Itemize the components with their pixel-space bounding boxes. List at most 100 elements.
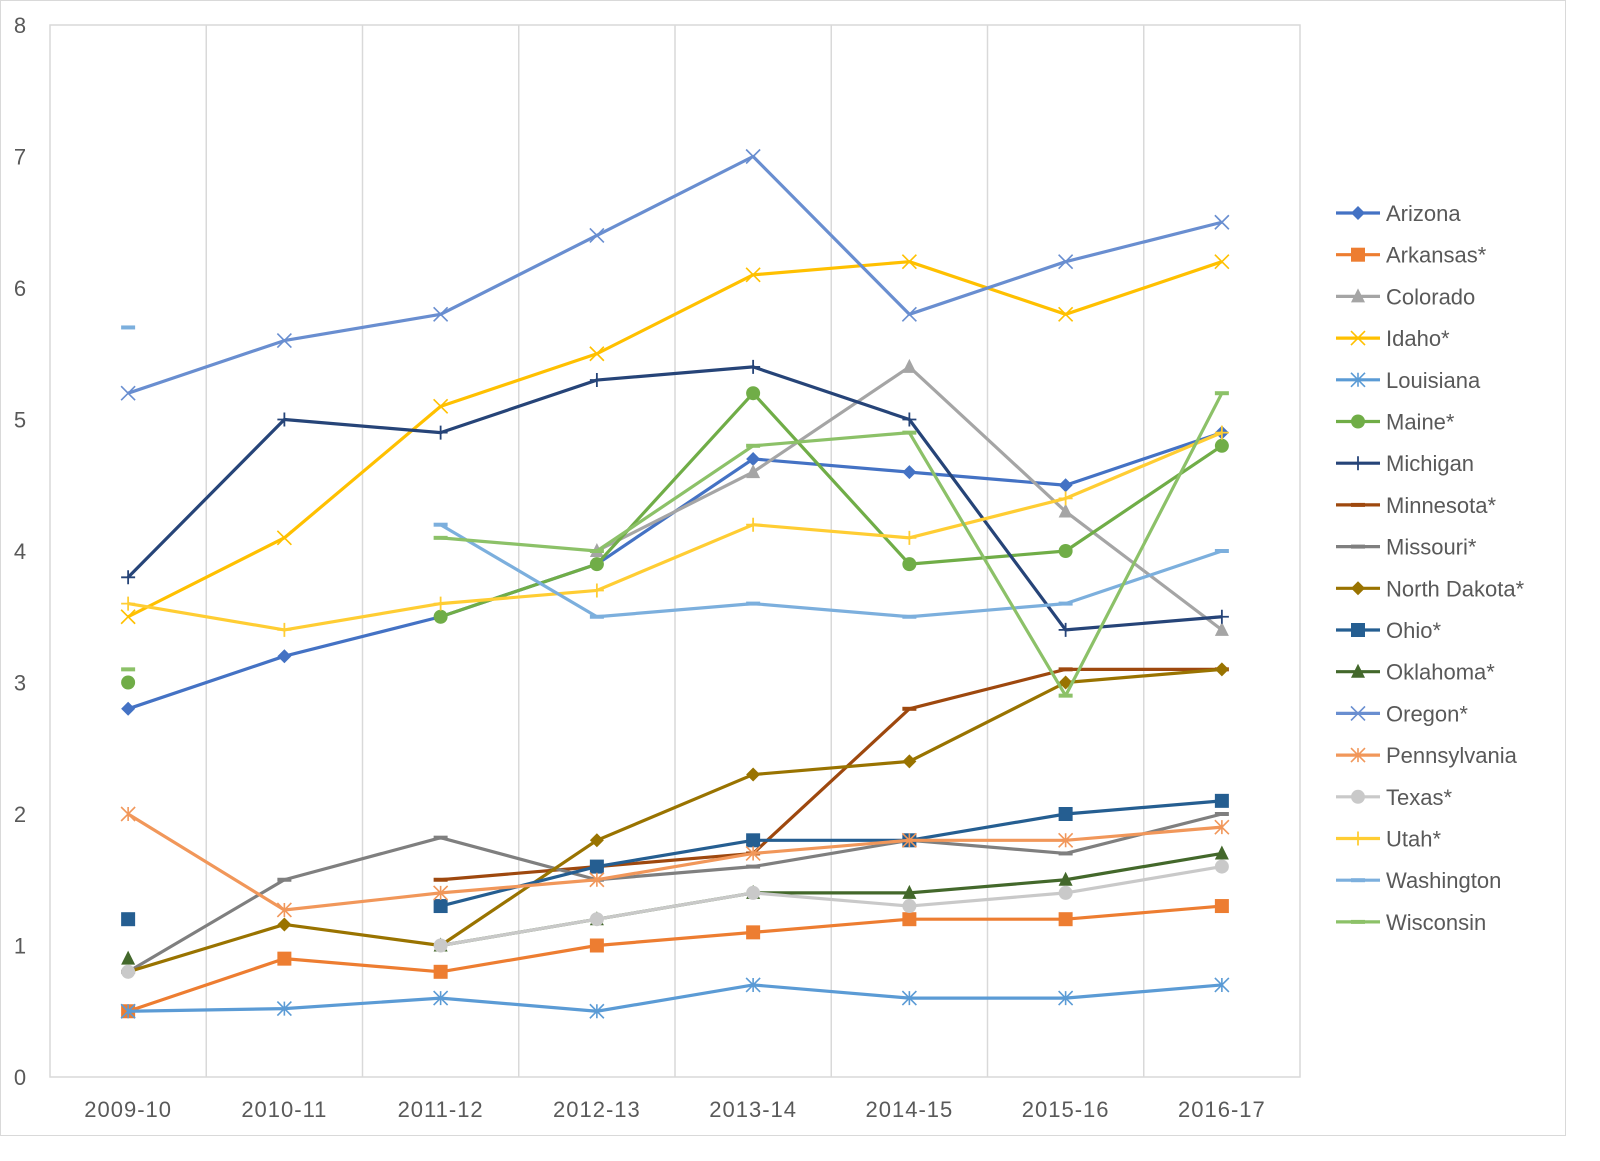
data-point-oklahoma	[121, 950, 136, 965]
series-line-colorado	[596, 365, 1223, 632]
legend-label-idaho: Idaho*	[1386, 326, 1450, 351]
data-point-maine	[1214, 438, 1229, 453]
data-point-oklahoma	[1058, 871, 1073, 886]
data-point-ohio	[746, 833, 761, 848]
series-line-louisiana	[128, 983, 1223, 1013]
legend-marker-utah	[1351, 831, 1365, 846]
data-point-ohio	[1058, 807, 1073, 821]
legend-label-utah: Utah*	[1386, 827, 1441, 852]
data-point-idaho	[1214, 254, 1230, 270]
data-point-ohio	[433, 899, 448, 914]
data-point-maine	[589, 557, 604, 572]
x-tick-label: 2012-13	[553, 1097, 641, 1122]
data-point-utah	[1214, 425, 1229, 440]
legend-label-oregon: Oregon*	[1386, 701, 1468, 726]
data-point-pennsylvania	[589, 872, 605, 888]
series-line-idaho	[127, 260, 1223, 619]
data-point-oregon	[901, 306, 917, 322]
data-point-arkansas	[746, 925, 761, 940]
legend-label-texas: Texas*	[1386, 785, 1452, 810]
data-point-north-dakota	[902, 754, 917, 769]
data-point-louisiana	[901, 990, 917, 1006]
x-tick-label: 2016-17	[1178, 1097, 1266, 1122]
legend-label-north-dakota: North Dakota*	[1386, 576, 1525, 601]
y-tick-label: 2	[14, 802, 26, 827]
series-line-minnesota	[440, 667, 1222, 882]
series-line-michigan	[126, 365, 1223, 632]
x-tick-label: 2011-12	[398, 1097, 484, 1122]
data-point-maine	[1058, 544, 1073, 558]
legend-label-louisiana: Louisiana	[1386, 368, 1481, 393]
legend-marker-idaho	[1350, 330, 1366, 346]
data-point-michigan	[277, 412, 292, 427]
legend-label-oklahoma: Oklahoma*	[1386, 660, 1495, 685]
y-tick-label: 0	[14, 1065, 26, 1090]
data-point-colorado	[746, 464, 761, 479]
data-point-arizona	[121, 701, 136, 716]
series-line-texas	[440, 865, 1223, 948]
chart-frame	[0, 0, 1566, 1136]
data-point-north-dakota	[746, 767, 761, 782]
data-point-michigan	[1058, 622, 1073, 637]
legend-marker-colorado	[1351, 288, 1365, 303]
data-point-arizona	[746, 451, 761, 466]
data-point-michigan	[1214, 609, 1229, 624]
data-point-utah	[902, 530, 917, 545]
data-point-texas	[1058, 885, 1073, 900]
legend-marker-oregon	[1350, 705, 1366, 721]
legend-marker-michigan	[1351, 456, 1365, 471]
data-point-colorado	[1214, 621, 1229, 636]
data-point-texas	[746, 885, 761, 900]
data-point-idaho	[901, 254, 917, 270]
data-point-pennsylvania	[1214, 819, 1230, 835]
legend-label-arizona: Arizona	[1386, 201, 1461, 226]
data-point-idaho	[589, 346, 605, 362]
legend-label-washington: Washington	[1386, 868, 1501, 893]
data-point-colorado	[1058, 503, 1073, 518]
legend-marker-texas	[1351, 789, 1365, 804]
data-point-texas	[433, 938, 448, 953]
data-point-utah	[746, 517, 761, 532]
y-tick-label: 5	[14, 408, 26, 433]
legend-label-colorado: Colorado	[1386, 284, 1475, 309]
series-line-pennsylvania	[127, 812, 1223, 912]
x-tick-label: 2013-14	[709, 1097, 797, 1122]
data-point-texas	[1214, 859, 1229, 874]
data-point-arizona	[1058, 478, 1073, 493]
legend-label-michigan: Michigan	[1386, 451, 1474, 476]
data-point-utah	[277, 622, 292, 637]
data-point-louisiana	[120, 1003, 136, 1019]
data-point-michigan	[746, 359, 761, 374]
data-point-louisiana	[1214, 977, 1230, 993]
data-point-north-dakota	[589, 833, 604, 848]
data-point-colorado	[902, 358, 917, 373]
data-point-ohio	[1214, 793, 1229, 808]
data-point-maine	[902, 557, 917, 572]
series-line-wisconsin	[440, 392, 1224, 698]
data-point-louisiana	[589, 1003, 605, 1019]
data-point-arkansas	[589, 938, 604, 953]
data-point-michigan	[121, 570, 136, 585]
data-point-arizona	[902, 465, 917, 480]
legend-marker-north-dakota	[1351, 581, 1365, 596]
data-point-maine	[433, 609, 448, 624]
data-point-michigan	[589, 373, 604, 388]
data-point-arkansas	[902, 912, 917, 927]
x-tick-label: 2009-10	[84, 1097, 172, 1122]
x-tick-label: 2010-11	[241, 1097, 327, 1122]
data-point-pennsylvania	[433, 885, 449, 901]
legend-marker-ohio	[1351, 623, 1365, 637]
data-point-louisiana	[1058, 990, 1074, 1006]
data-point-utah	[1058, 491, 1073, 506]
data-point-michigan	[902, 412, 917, 427]
data-point-texas	[902, 899, 917, 914]
data-point-arkansas	[1214, 899, 1229, 914]
y-tick-label: 1	[14, 934, 26, 959]
series-line-north-dakota	[127, 667, 1223, 974]
series-line-arkansas	[127, 904, 1223, 1013]
x-tick-label: 2014-15	[866, 1097, 954, 1122]
data-point-north-dakota	[1214, 662, 1229, 677]
x-tick-label: 2015-16	[1022, 1097, 1110, 1122]
data-point-idaho	[276, 530, 292, 546]
